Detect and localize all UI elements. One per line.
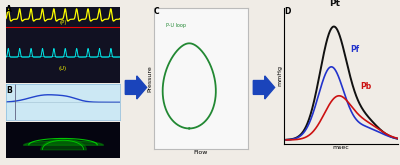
Text: P-U loop: P-U loop [166, 23, 186, 28]
Text: A: A [6, 5, 12, 14]
X-axis label: Flow: Flow [194, 150, 208, 155]
Text: Pt: Pt [329, 0, 340, 8]
Text: (P): (P) [59, 20, 67, 25]
X-axis label: msec: msec [333, 145, 349, 150]
Text: Pb: Pb [360, 82, 372, 91]
Text: Pf: Pf [350, 45, 359, 54]
Y-axis label: mmHg: mmHg [278, 65, 283, 86]
Text: C: C [154, 7, 160, 16]
Text: (U): (U) [59, 66, 67, 71]
FancyArrow shape [253, 76, 275, 99]
Y-axis label: Pressure: Pressure [148, 65, 153, 92]
Text: D: D [284, 7, 290, 16]
Text: B: B [6, 86, 12, 95]
FancyArrow shape [125, 76, 147, 99]
